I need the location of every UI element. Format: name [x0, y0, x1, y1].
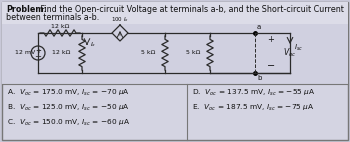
Text: Find the Open-circuit Voltage at terminals a-b, and the Short-circuit Current: Find the Open-circuit Voltage at termina…: [38, 5, 344, 14]
Text: $V_{oc}$: $V_{oc}$: [283, 47, 296, 59]
Text: a: a: [257, 24, 261, 30]
Text: −: −: [35, 52, 42, 61]
Text: between terminals a-b.: between terminals a-b.: [6, 13, 99, 22]
Text: 12 mV: 12 mV: [15, 51, 35, 56]
Text: b: b: [257, 75, 261, 81]
Text: D.  $V_{oc}$ = 137.5 mV, $I_{sc}$ = $-$55 $\mu$A: D. $V_{oc}$ = 137.5 mV, $I_{sc}$ = $-$55…: [192, 88, 316, 98]
Text: +: +: [35, 48, 41, 54]
Text: Problem:: Problem:: [6, 5, 47, 14]
FancyBboxPatch shape: [2, 2, 348, 24]
Text: 100 $I_x$: 100 $I_x$: [111, 16, 129, 24]
Text: $I_x$: $I_x$: [90, 41, 97, 49]
Text: C.  $V_{oc}$ = 150.0 mV, $I_{sc}$ = $-$60 $\mu$A: C. $V_{oc}$ = 150.0 mV, $I_{sc}$ = $-$60…: [7, 118, 130, 128]
Text: 12 kΩ: 12 kΩ: [51, 23, 69, 29]
Text: 5 kΩ: 5 kΩ: [186, 51, 200, 56]
Text: 12 kΩ: 12 kΩ: [52, 51, 70, 56]
Text: E.  $V_{oc}$ = 187.5 mV, $I_{sc}$ = $-$75 $\mu$A: E. $V_{oc}$ = 187.5 mV, $I_{sc}$ = $-$75…: [192, 103, 315, 113]
Text: A.  $V_{oc}$ = 175.0 mV, $I_{sc}$ = $-$70 $\mu$A: A. $V_{oc}$ = 175.0 mV, $I_{sc}$ = $-$70…: [7, 88, 130, 98]
Text: +: +: [267, 35, 274, 43]
Text: $I_{sc}$: $I_{sc}$: [294, 43, 303, 53]
Text: B.  $V_{oc}$ = 125.0 mV, $I_{sc}$ = $-$50 $\mu$A: B. $V_{oc}$ = 125.0 mV, $I_{sc}$ = $-$50…: [7, 103, 130, 113]
Text: 5 kΩ: 5 kΩ: [141, 51, 155, 56]
FancyBboxPatch shape: [2, 2, 348, 140]
Text: −: −: [267, 61, 275, 71]
FancyBboxPatch shape: [2, 24, 348, 84]
